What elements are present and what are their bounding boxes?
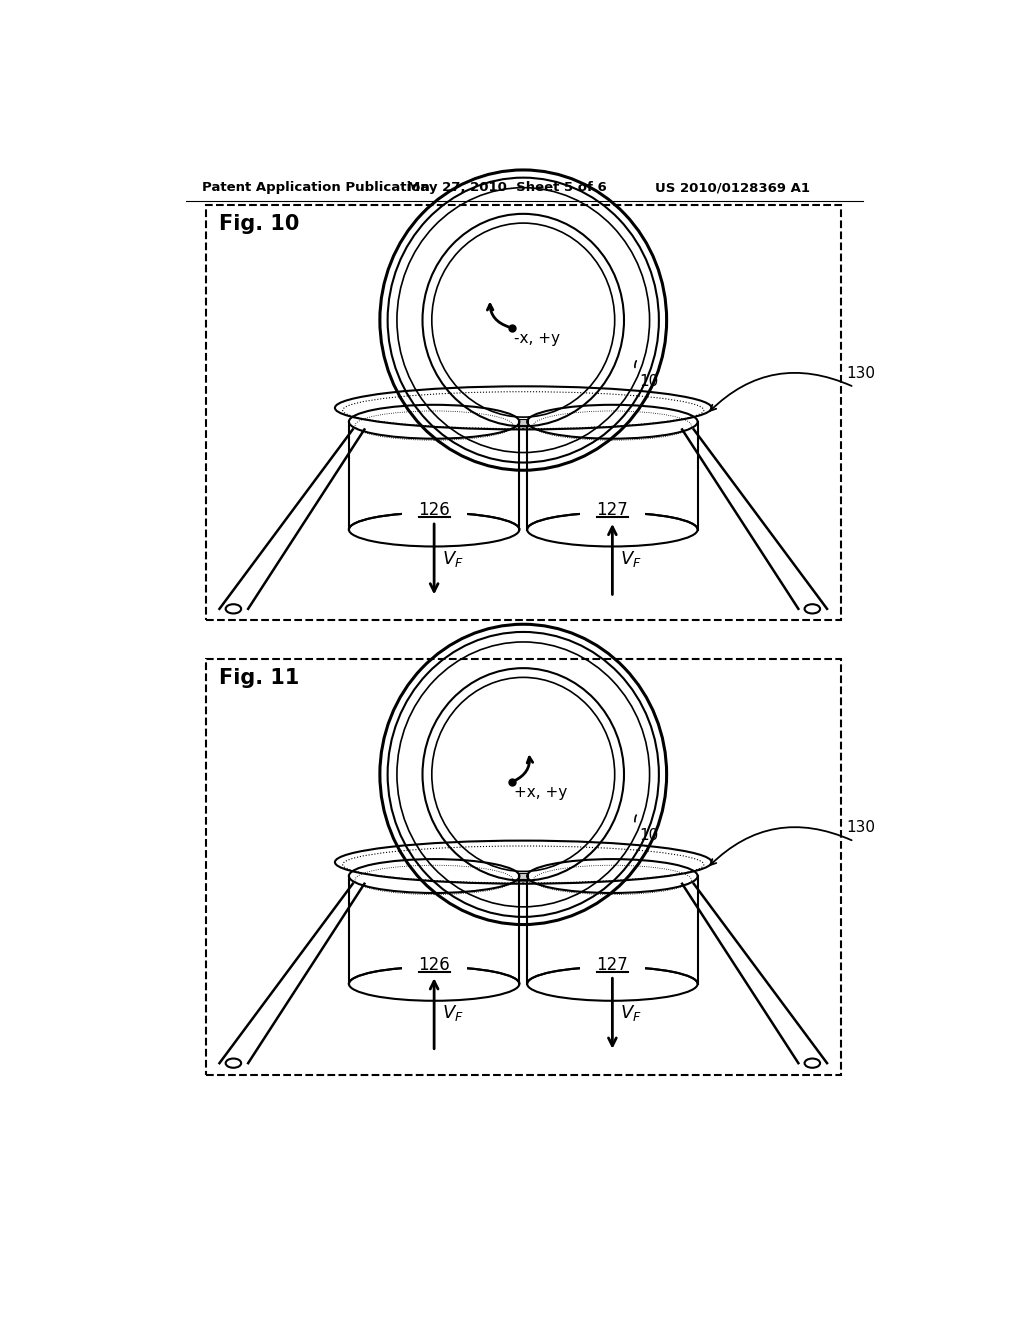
- Text: $V_F$: $V_F$: [621, 549, 642, 569]
- Text: 126: 126: [418, 502, 450, 519]
- Bar: [206, 659, 841, 1074]
- Text: +x, +y: +x, +y: [514, 785, 567, 800]
- Text: 130: 130: [847, 820, 876, 836]
- Text: $V_F$: $V_F$: [442, 549, 464, 569]
- Text: -x, +y: -x, +y: [514, 331, 560, 346]
- Text: 10: 10: [640, 374, 658, 389]
- Bar: [206, 205, 841, 620]
- Bar: [518, 873, 528, 879]
- Text: 127: 127: [597, 502, 629, 519]
- Text: Fig. 10: Fig. 10: [219, 214, 300, 234]
- Text: May 27, 2010  Sheet 5 of 6: May 27, 2010 Sheet 5 of 6: [407, 181, 607, 194]
- Bar: [518, 418, 528, 425]
- Text: 126: 126: [418, 956, 450, 974]
- Text: Patent Application Publication: Patent Application Publication: [202, 181, 429, 194]
- Text: 127: 127: [597, 956, 629, 974]
- Text: $V_F$: $V_F$: [442, 1003, 464, 1023]
- Text: 130: 130: [847, 366, 876, 381]
- Text: $V_F$: $V_F$: [621, 1003, 642, 1023]
- Text: 10: 10: [640, 829, 658, 843]
- Text: US 2010/0128369 A1: US 2010/0128369 A1: [655, 181, 810, 194]
- Text: Fig. 11: Fig. 11: [219, 668, 300, 688]
